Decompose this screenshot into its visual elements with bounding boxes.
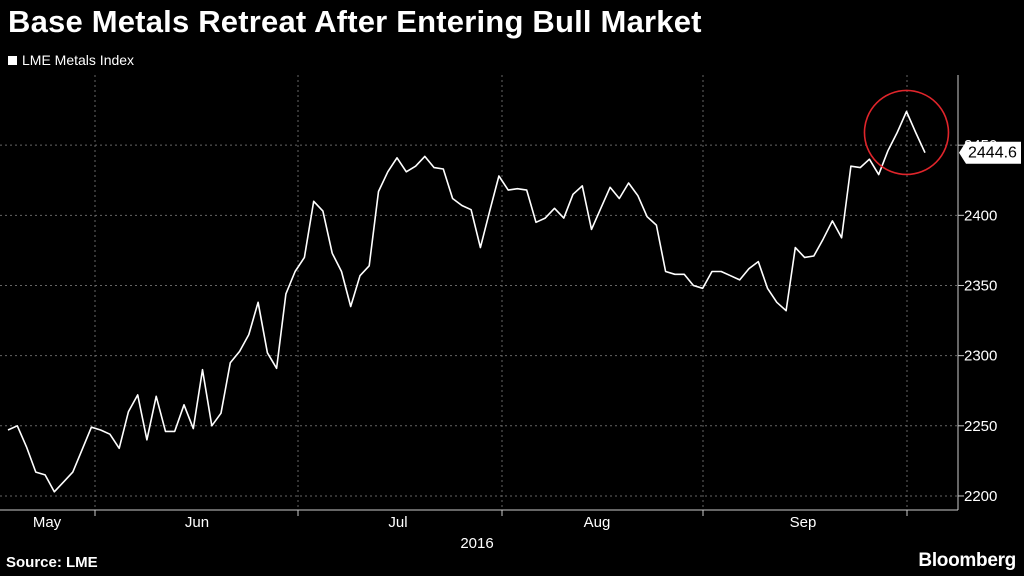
y-axis: 220022502300235024002450	[957, 75, 997, 510]
last-value-tag	[959, 141, 1021, 164]
x-axis: May Jun Jul Aug Sep 2016	[0, 509, 958, 552]
highlight-circle	[863, 89, 950, 176]
y-tick-label: 2300	[964, 348, 997, 365]
brand-logo: Bloomberg	[918, 550, 1016, 571]
legend: LME Metals Index	[8, 52, 134, 68]
y-tick-label: 2250	[964, 418, 997, 435]
x-tick-label: May	[33, 514, 62, 531]
chart-title: Base Metals Retreat After Entering Bull …	[8, 4, 702, 39]
source-note: Source: LME	[6, 554, 98, 571]
annotations: 2444.6	[863, 89, 1021, 176]
series-layer	[7, 110, 926, 493]
x-tick-label: Jul	[388, 514, 407, 531]
y-tick-label: 2350	[964, 277, 997, 294]
x-tick-label: Aug	[584, 514, 611, 531]
x-tick-label: Sep	[790, 514, 817, 531]
legend-swatch	[8, 55, 17, 65]
series-line-lme-metals-index	[7, 110, 926, 493]
legend-label: LME Metals Index	[22, 52, 135, 68]
y-tick-label: 2200	[964, 488, 997, 505]
x-year-label: 2016	[460, 535, 493, 552]
grid	[0, 75, 958, 510]
x-tick-label: Jun	[185, 514, 209, 531]
last-value-label: 2444.6	[968, 145, 1017, 162]
y-tick-label: 2400	[964, 207, 997, 224]
